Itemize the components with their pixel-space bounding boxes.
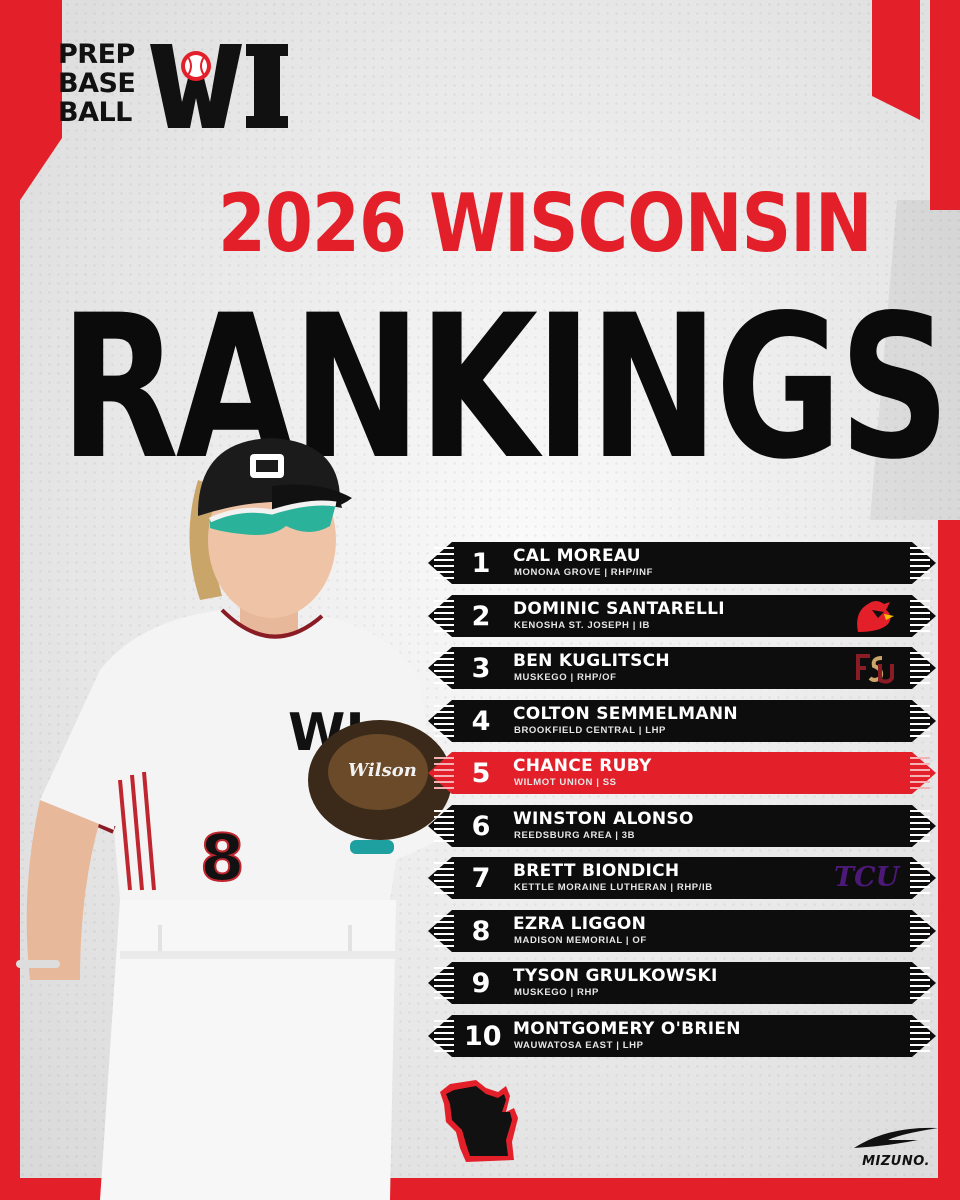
player-school-position: MADISON MEMORIAL | OF [514,934,647,946]
ranking-row-background [428,594,936,637]
ranking-row: 7 BRETT BIONDICH KETTLE MORAINE LUTHERAN |… [426,857,938,899]
svg-text:Wilson: Wilson [348,760,417,781]
cardinal-logo-icon [857,600,894,632]
player-name: WINSTON ALONSO [513,808,694,829]
ranking-number: 10 [464,1020,502,1052]
jersey-number: 8 [200,822,245,896]
sponsor-logo: MIZUNO. [848,1124,944,1174]
brand-logo: PREP BASE BALL [58,40,298,136]
heading-year: 2026 WISCONSIN [218,177,873,270]
ranking-number: 3 [471,653,491,684]
heading-rankings: RANKINGS [60,272,950,503]
ranking-row-background [428,1014,936,1057]
logo-line-2: BASE [58,68,136,99]
player-school-position: MUSKEGO | RHP/OF [514,672,617,683]
player-school-position: WAUWATOSA EAST | LHP [514,1039,644,1051]
frame-accent-top-right [872,0,920,120]
ranking-number: 8 [471,915,491,947]
ranking-row: 2 DOMINIC SANTARELLI KENOSHA ST. JOSEPH | … [426,594,938,637]
player-name: CHANCE RUBY [513,756,652,776]
ranking-row: 1 CAL MOREAU MONONA GROVE | RHP/INF [426,542,938,584]
ranking-row: 3 BEN KUGLITSCH MUSKEGO | RHP/OF [426,647,938,689]
fsu-logo-icon [856,654,894,684]
ranking-row-background [428,804,936,847]
frame-bar-right-top [930,0,960,210]
ranking-number: 2 [471,600,491,632]
ranking-number: 7 [471,863,491,894]
ranking-row-background [428,909,936,952]
ranking-row: 9 TYSON GRULKOWSKI MUSKEGO | RHP [426,962,938,1004]
mizuno-runbird-icon [854,1127,938,1148]
player-name: DOMINIC SANTARELLI [513,598,725,619]
frame-bar-right [938,520,960,1200]
ranking-row: 10 MONTGOMERY O'BRIEN WAUWATOSA EAST | LHP [426,1014,938,1057]
wi-logo-mark-icon [150,44,288,128]
ranking-row-background [428,752,936,794]
ranking-row-background [428,857,936,899]
ranking-number: 6 [471,810,491,842]
sponsor-name: MIZUNO. [862,1154,930,1169]
player-school-position: MONONA GROVE | RHP/INF [514,567,654,578]
rankings-list: 1 CAL MOREAU MONONA GROVE | RHP/INF 2 DOMINI… [426,542,938,1067]
player-school-position: KENOSHA ST. JOSEPH | IB [514,619,650,631]
player-school-position: MUSKEGO | RHP [514,987,599,998]
ranking-row-background [428,699,936,742]
ranking-row: 4 COLTON SEMMELMANN BROOKFIELD CENTRAL | L… [426,699,938,742]
player-school-position: REEDSBURG AREA | 3B [514,829,636,841]
player-name: COLTON SEMMELMANN [513,703,738,724]
ranking-row: 8 EZRA LIGGON MADISON MEMORIAL | OF [426,909,938,952]
logo-line-3: BALL [58,97,132,128]
ranking-number: 5 [471,758,491,789]
player-school-position: WILMOT UNION | SS [514,777,617,788]
ranking-row-background [428,962,936,1004]
logo-wordmark: PREP BASE BALL [58,39,136,128]
frame-bar-left [0,0,20,1200]
player-photo: 8 WI Wilson [16,438,452,1200]
player-school-position: BROOKFIELD CENTRAL | LHP [514,724,666,736]
ranking-row-background [428,542,936,584]
player-name: MONTGOMERY O'BRIEN [513,1018,741,1039]
logo-line-1: PREP [58,39,135,70]
tcu-logo-icon: TCU [834,862,900,893]
ranking-number: 1 [471,548,491,579]
player-school-position: KETTLE MORAINE LUTHERAN | RHP/IB [514,882,713,893]
player-name: EZRA LIGGON [513,913,647,934]
ranking-row: 5 CHANCE RUBY WILMOT UNION | SS [426,752,938,794]
player-name: CAL MOREAU [513,546,641,566]
ranking-row: 6 WINSTON ALONSO REEDSBURG AREA | 3B [426,804,938,847]
player-name: TYSON GRULKOWSKI [513,966,718,986]
ranking-number: 9 [471,968,491,999]
ranking-row-background [428,647,936,689]
wisconsin-state-icon [440,1080,518,1162]
player-name: BEN KUGLITSCH [513,651,670,671]
player-name: BRETT BIONDICH [513,861,680,881]
ranking-number: 4 [471,705,491,737]
